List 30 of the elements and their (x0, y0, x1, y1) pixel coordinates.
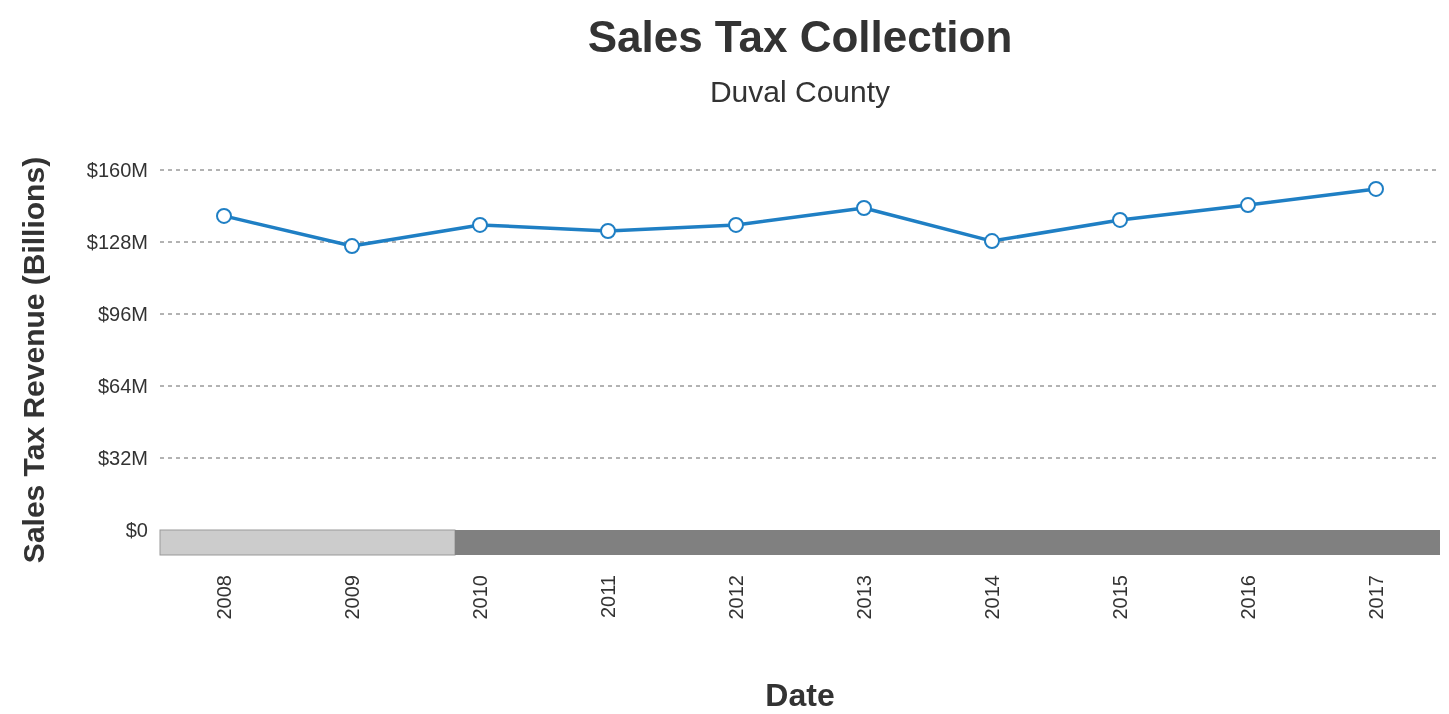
x-axis-title: Date (765, 677, 835, 713)
point (856, 200, 872, 217)
y-tick-label: $32M (97, 447, 148, 469)
x-tick-label: 2015 (1109, 575, 1131, 620)
point (1112, 211, 1128, 228)
y-tick-label: $128M (86, 231, 148, 253)
x-tick-label: 2013 (853, 575, 875, 620)
point (1240, 197, 1256, 214)
point (600, 222, 616, 239)
point (728, 216, 744, 233)
x-tick-label: 2016 (1237, 575, 1259, 620)
point (344, 238, 360, 255)
y-tick-label: $0 (125, 519, 148, 541)
chart-subtitle: Duval County (709, 75, 891, 108)
y-tick-label: $64M (97, 375, 148, 397)
x-tick-label: 2017 (1365, 575, 1387, 620)
point (472, 216, 488, 233)
chart-title: Sales Tax Collection (587, 12, 1013, 61)
point (984, 233, 1000, 250)
y-tick-label: $96M (97, 303, 148, 325)
x-tick-label: 2012 (725, 575, 747, 620)
x-tick-label: 2014 (981, 575, 1003, 620)
y-axis-title: Sales Tax Revenue (Billions) (17, 156, 50, 564)
x-tick-label: 2010 (469, 575, 491, 620)
x-tick-label: 2008 (213, 575, 235, 620)
point (216, 207, 232, 224)
y-tick-label: $160M (86, 159, 148, 181)
point (1368, 180, 1384, 197)
x-tick-label: 2009 (341, 575, 363, 620)
x-tick-label: 2011 (597, 575, 619, 619)
